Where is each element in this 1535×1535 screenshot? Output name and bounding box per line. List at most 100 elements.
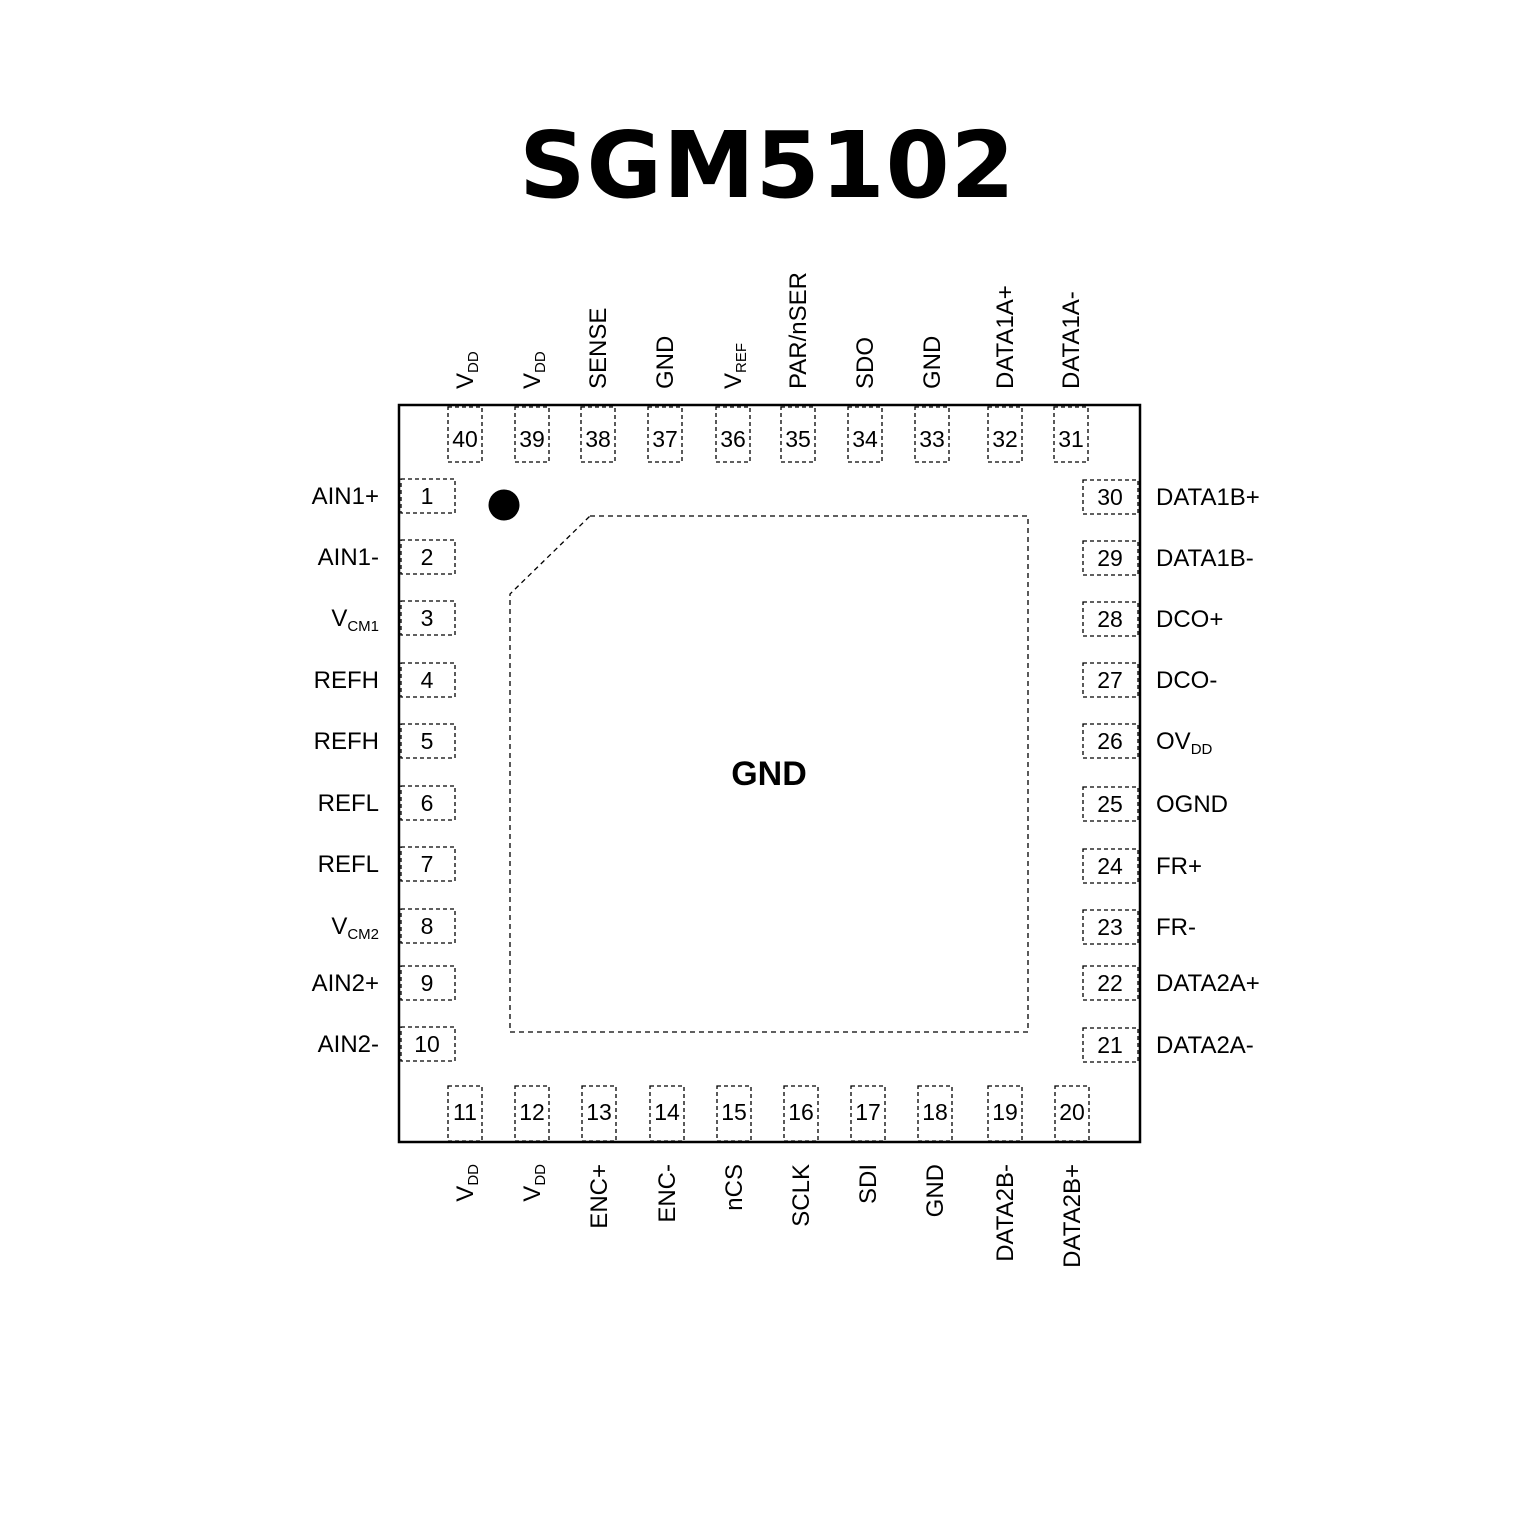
- pin-number: 22: [1097, 970, 1123, 996]
- pin-name-subscript: DD: [465, 351, 482, 373]
- pin-number: 14: [654, 1099, 680, 1125]
- pin-name: DATA2A+: [1156, 970, 1260, 997]
- pin-name-subscript: CM2: [347, 926, 379, 943]
- pin-pad: [1053, 406, 1089, 463]
- pin-pad: [400, 662, 456, 698]
- pin-number: 34: [852, 426, 878, 452]
- pin-name-subscript: DD: [532, 351, 549, 373]
- pin-pad: [780, 406, 816, 463]
- pin-number: 3: [421, 605, 434, 631]
- pin-number: 25: [1097, 791, 1123, 817]
- pin-label: VCM1: [331, 605, 379, 635]
- pin-name: GND: [652, 336, 679, 389]
- pin-name: SDO: [852, 337, 879, 389]
- pin-name: ENC+: [586, 1164, 613, 1229]
- pin-name: AIN1-: [318, 544, 379, 571]
- pin-label: nCS: [721, 1164, 748, 1211]
- pin-number: 1: [421, 483, 434, 509]
- pin-number: 20: [1059, 1099, 1085, 1125]
- pin-pad: [1082, 540, 1139, 576]
- pin-name: AIN2-: [318, 1031, 379, 1058]
- pin-name: ENC-: [654, 1164, 681, 1223]
- pin-number: 38: [585, 426, 611, 452]
- pin-name: REFL: [318, 851, 379, 878]
- pin-name: DCO+: [1156, 606, 1223, 633]
- pin-name: OV: [1156, 728, 1191, 755]
- pin-pad: [1082, 662, 1139, 698]
- pin-label: VDD: [452, 351, 482, 389]
- pin-number: 13: [586, 1099, 612, 1125]
- pin-number: 18: [922, 1099, 948, 1125]
- pin-number: 19: [992, 1099, 1018, 1125]
- pin-pad: [1082, 601, 1139, 637]
- pin-pad: [400, 908, 456, 944]
- pin-pad: [514, 406, 550, 463]
- pin-number: 21: [1097, 1032, 1123, 1058]
- pin-name: FR-: [1156, 914, 1196, 941]
- pin-label: GND: [919, 336, 946, 389]
- pin-number: 28: [1097, 606, 1123, 632]
- pin-label: DATA2A-: [1156, 1032, 1254, 1059]
- pin-label: DATA1B+: [1156, 484, 1260, 511]
- pin-pad: [847, 406, 883, 463]
- pin-label: ENC+: [586, 1164, 613, 1229]
- pin-number: 36: [720, 426, 746, 452]
- pin-pad: [987, 1085, 1023, 1142]
- pin-pad: [1082, 909, 1139, 945]
- pin-number: 17: [855, 1099, 881, 1125]
- pin-name: V: [452, 373, 479, 389]
- pin-label: PAR/nSER: [785, 272, 812, 389]
- pin-label: AIN2+: [312, 970, 379, 997]
- pin-number: 24: [1097, 853, 1123, 879]
- pin-name: REFL: [318, 790, 379, 817]
- pin-label: GND: [652, 336, 679, 389]
- pin-label: AIN1-: [318, 544, 379, 571]
- pin-number: 30: [1097, 484, 1123, 510]
- pin-name: V: [720, 373, 747, 389]
- pin-number: 39: [519, 426, 545, 452]
- pin-name: AIN2+: [312, 970, 379, 997]
- pin-label: SDO: [852, 337, 879, 389]
- pin-number: 27: [1097, 667, 1123, 693]
- pin-pad: [987, 406, 1023, 463]
- exposed-pad: [509, 515, 1029, 1033]
- pin-pad: [1082, 723, 1139, 759]
- pin-pad: [914, 406, 950, 463]
- pin-name: REFH: [314, 667, 379, 694]
- pin-pad: [715, 406, 751, 463]
- pin-number: 40: [452, 426, 478, 452]
- pin-name: DATA1A-: [1058, 291, 1085, 389]
- pin-name: SDI: [855, 1164, 882, 1204]
- exposed-pad-label: GND: [731, 755, 807, 793]
- pin-label: REFL: [318, 790, 379, 817]
- pin-name-subscript: DD: [532, 1164, 549, 1186]
- pin-name: GND: [922, 1164, 949, 1217]
- pin-pad: [581, 1085, 617, 1142]
- pin-name: DATA1A+: [992, 285, 1019, 389]
- pin-number: 37: [652, 426, 678, 452]
- pin-name: GND: [919, 336, 946, 389]
- pin-number: 33: [919, 426, 945, 452]
- pin-label: DCO+: [1156, 606, 1223, 633]
- pin-name: OGND: [1156, 791, 1228, 818]
- pin-name: DATA2B-: [992, 1164, 1019, 1262]
- pin-name: V: [519, 373, 546, 389]
- pin-pad: [917, 1085, 953, 1142]
- pin-pad: [514, 1085, 550, 1142]
- pin-label: DATA1A-: [1058, 291, 1085, 389]
- pin-name: V: [331, 605, 347, 632]
- pin-pad: [1054, 1085, 1090, 1142]
- pin-pad: [1082, 786, 1139, 822]
- pin-name: DCO-: [1156, 667, 1217, 694]
- pin-pad: [447, 406, 483, 463]
- pin-name: V: [519, 1186, 546, 1202]
- pin-number: 7: [421, 851, 434, 877]
- pin-name: PAR/nSER: [785, 272, 812, 389]
- pin-label: SENSE: [585, 308, 612, 389]
- pin-label: DATA2A+: [1156, 970, 1260, 997]
- pin-pad: [400, 846, 456, 882]
- pin-name: DATA2A-: [1156, 1032, 1254, 1059]
- pin-label: FR-: [1156, 914, 1196, 941]
- pin-number: 35: [785, 426, 811, 452]
- pin-label: VDD: [452, 1164, 482, 1202]
